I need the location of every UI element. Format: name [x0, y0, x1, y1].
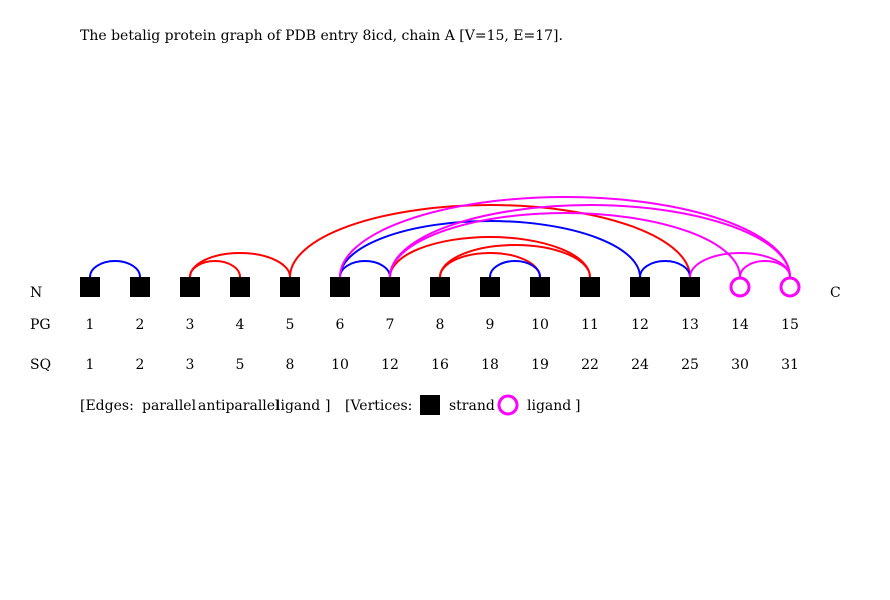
vertex-strand-4 — [230, 277, 250, 297]
vertex-strand-10 — [530, 277, 550, 297]
vertex-strand-1 — [80, 277, 100, 297]
pg-row-label: PG — [30, 317, 51, 333]
sq-labels: 1 2 3 5 8 10 12 16 18 19 22 24 25 30 31 — [86, 357, 799, 373]
pg-label: 8 — [436, 317, 445, 333]
c-terminus-label: C — [830, 285, 841, 301]
sq-label: 8 — [286, 357, 295, 373]
sq-label: 3 — [186, 357, 195, 373]
vertex-strand-13 — [680, 277, 700, 297]
legend-antiparallel: antiparallel — [198, 398, 280, 414]
vertex-ligand-15 — [779, 276, 801, 298]
sq-label: 25 — [681, 357, 699, 373]
pg-label: 2 — [136, 317, 145, 333]
legend-strand: strand — [449, 398, 495, 414]
legend-vertices-label: [Vertices: — [345, 398, 412, 414]
edge-ligand-7-14 — [389, 212, 741, 278]
legend-ligand-circle — [497, 394, 519, 416]
graph-title: The betalig protein graph of PDB entry 8… — [80, 28, 563, 44]
pg-label: 11 — [581, 317, 599, 333]
pg-label: 7 — [386, 317, 395, 333]
edge-ligand-6-15 — [339, 196, 791, 278]
vertex-strand-11 — [580, 277, 600, 297]
pg-label: 6 — [336, 317, 345, 333]
pg-label: 9 — [486, 317, 495, 333]
pg-label: 15 — [781, 317, 799, 333]
vertex-ligand-14 — [729, 276, 751, 298]
sq-label: 18 — [481, 357, 499, 373]
vertex-strand-8 — [430, 277, 450, 297]
vertex-strand-3 — [180, 277, 200, 297]
n-terminus-label: N — [30, 285, 42, 301]
vertex-strand-5 — [280, 277, 300, 297]
edge-ligand-14-15 — [739, 260, 791, 278]
pg-label: 1 — [86, 317, 95, 333]
sq-label: 30 — [731, 357, 749, 373]
vertex-strand-6 — [330, 277, 350, 297]
sq-label: 24 — [631, 357, 649, 373]
edge-parallel-5-13 — [289, 204, 691, 278]
edge-parallel-8-11 — [439, 244, 591, 278]
edge-antiparallel-6-12 — [339, 220, 641, 278]
pg-label: 5 — [286, 317, 295, 333]
vertex-strand-12 — [630, 277, 650, 297]
legend-vertices-close: ] — [575, 398, 580, 414]
pg-label: 14 — [731, 317, 749, 333]
pg-label: 3 — [186, 317, 195, 333]
sq-label: 22 — [581, 357, 599, 373]
edge-antiparallel-12-13 — [639, 260, 691, 278]
pg-labels: 1 2 3 4 5 6 7 8 9 10 11 12 13 14 15 — [86, 317, 799, 333]
sq-row-label: SQ — [30, 357, 51, 373]
vertex-strand-9 — [480, 277, 500, 297]
sq-label: 2 — [136, 357, 145, 373]
edge-antiparallel-6-7 — [339, 260, 391, 278]
legend: [Edges: parallel antiparallel ligand ] [… — [80, 394, 580, 416]
pg-label: 12 — [631, 317, 649, 333]
vertex-strand-2 — [130, 277, 150, 297]
edge-parallel-7-11 — [389, 236, 591, 278]
legend-strand-square — [420, 395, 440, 415]
legend-edges-close: ] — [325, 398, 330, 414]
vertices-layer — [80, 276, 801, 298]
edge-ligand-7-15 — [389, 204, 791, 278]
sq-label: 5 — [236, 357, 245, 373]
sq-label: 10 — [331, 357, 349, 373]
pg-label: 10 — [531, 317, 549, 333]
sq-label: 19 — [531, 357, 549, 373]
edge-antiparallel-9-10 — [489, 260, 541, 278]
pg-label: 4 — [236, 317, 245, 333]
sq-label: 12 — [381, 357, 399, 373]
pg-label: 13 — [681, 317, 699, 333]
legend-ligand-vertex: ligand — [527, 398, 571, 414]
legend-parallel: parallel — [142, 398, 197, 414]
edges-layer — [89, 196, 791, 278]
edge-parallel-3-5 — [189, 252, 291, 278]
sq-label: 31 — [781, 357, 799, 373]
edge-antiparallel-1-2 — [89, 260, 141, 278]
legend-edges-label: [Edges: — [80, 398, 134, 414]
vertex-strand-7 — [380, 277, 400, 297]
legend-ligand-edge: ligand — [276, 398, 320, 414]
sq-label: 1 — [86, 357, 95, 373]
sq-label: 16 — [431, 357, 449, 373]
